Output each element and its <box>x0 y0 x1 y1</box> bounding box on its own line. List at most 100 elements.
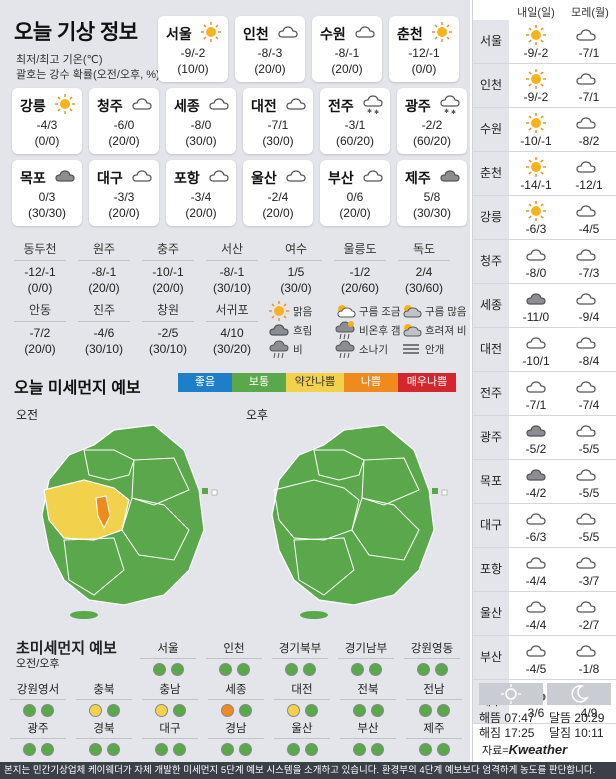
forecast-city: 세종 <box>473 284 509 327</box>
city-precip: (20/0) <box>262 206 294 220</box>
small-city-temp: -7/2 <box>29 326 51 340</box>
small-city-precip: (30/10) <box>212 281 252 295</box>
city-name: 세종 <box>174 98 200 114</box>
small-city-precip: (30/60) <box>404 281 444 295</box>
small-city-name: 서산 <box>206 240 258 261</box>
small-city: 창원 -2/5 (30/10) <box>136 301 200 356</box>
cloud-icon <box>576 205 596 217</box>
city-temp: -12/-1 <box>408 46 440 60</box>
dayafter-temp: -1/8 <box>578 662 600 676</box>
cloud-icon <box>209 170 229 182</box>
forecast-row: 서울 -9/-2 -7/1 <box>473 20 616 64</box>
region-name: 경기남부 <box>338 640 394 659</box>
city-temp: -3/4 <box>190 190 212 204</box>
city-temp: -2/4 <box>267 190 289 204</box>
cloud-icon <box>286 98 306 110</box>
region-name: 대전 <box>274 681 330 700</box>
fine-dust-region: 인천 <box>202 640 266 676</box>
dayafter-temp: -4/5 <box>578 222 600 236</box>
am-grade-dot <box>352 704 366 717</box>
fine-dust-region: 부산 <box>336 720 400 756</box>
fine-dust-region: 경기남부 <box>334 640 398 676</box>
city-precip: (20/0) <box>185 206 217 220</box>
forecast-row: 세종 -11/0 -9/4 <box>473 284 616 328</box>
am-grade-dot <box>286 743 300 756</box>
rainsun-icon <box>335 321 355 340</box>
city-precip: (30/0) <box>262 134 294 148</box>
sun-icon <box>526 69 546 89</box>
city-name: 청주 <box>97 98 123 114</box>
city-precip: (0/0) <box>34 134 60 148</box>
small-city-temp: 4/10 <box>220 326 244 340</box>
forecast-head-dayafter: 모레(월) <box>571 7 609 19</box>
am-grade-dot <box>88 743 102 756</box>
sun-icon <box>526 201 546 221</box>
region-name: 인천 <box>206 640 262 659</box>
city-name: 포항 <box>174 170 200 186</box>
am-grade-dot <box>154 704 168 717</box>
city-temp: 5/8 <box>423 190 441 204</box>
snow-icon: ✱ ✱ <box>440 95 460 116</box>
fine-dust-region: 서울 <box>136 640 200 676</box>
city-precip: (20/0) <box>339 206 371 220</box>
city-card: 대구 -3/3 (20/0) <box>89 160 159 226</box>
forecast-city: 대전 <box>473 328 509 371</box>
am-grade-dot <box>22 743 36 756</box>
pm-grade-dot <box>304 743 318 756</box>
city-name: 수원 <box>320 26 346 42</box>
fine-dust-region: 전남 <box>402 681 466 717</box>
fine-dust-region: 광주 <box>6 720 70 756</box>
tomorrow-temp: -10/-1 <box>520 134 552 148</box>
fine-dust-region: 강원영동 <box>400 640 464 676</box>
city-name: 목포 <box>20 170 46 186</box>
city-precip: (0/0) <box>411 62 437 76</box>
small-city: 충주 -10/-1 (20/0) <box>136 240 200 295</box>
city-name: 강릉 <box>20 98 46 114</box>
city-precip: (60/20) <box>335 134 375 148</box>
fine-dust-region: 강원영서 <box>6 681 70 717</box>
forecast-row: 강릉 -6/3 -4/5 <box>473 196 616 240</box>
am-label: 오전 <box>16 408 39 422</box>
temp-caption: 최저/최고 기온(℃) <box>16 54 103 66</box>
small-city-name: 서귀포 <box>206 301 258 322</box>
sun-icon <box>201 22 221 42</box>
sunset-text: 해짐 17:25 <box>479 726 535 740</box>
fine-dust-sub: 오전/오후 <box>16 658 60 670</box>
legend-item: 소나기 <box>334 339 388 359</box>
legend-label: 비온후 갬 <box>359 324 401 337</box>
small-city-temp: -4/6 <box>93 326 115 340</box>
region-name: 전남 <box>406 681 462 700</box>
cloud-icon <box>576 337 596 349</box>
dayafter-temp: -9/4 <box>578 310 600 324</box>
cloud-icon <box>576 513 596 525</box>
forecast-city: 수원 <box>473 108 509 151</box>
source-prefix: 자료= <box>482 745 509 757</box>
pm-grade-dot <box>40 743 54 756</box>
city-precip: (30/30) <box>27 206 67 220</box>
tomorrow-temp: -9/-2 <box>523 90 549 104</box>
forecast-city: 부산 <box>473 636 509 679</box>
city-card: 목포 0/3 (30/30) <box>12 160 82 226</box>
main-panel: 오늘 기상 정보 최저/최고 기온(℃) 괄호는 강수 확률(오전/오후, %)… <box>0 0 470 762</box>
cloud-icon <box>526 601 546 613</box>
cloud-icon <box>526 249 546 261</box>
city-name: 대전 <box>251 98 277 114</box>
small-city: 독도 2/4 (30/60) <box>392 240 456 295</box>
region-name: 충남 <box>142 681 198 700</box>
darkcloud-icon <box>440 170 460 182</box>
fine-dust-region: 전북 <box>336 681 400 717</box>
dust-grade: 약간나쁨 <box>286 373 344 392</box>
small-city-precip: (20/0) <box>88 281 120 295</box>
source-brand: Kweather <box>508 742 568 757</box>
tomorrow-temp: -4/4 <box>525 618 547 632</box>
cloud-icon <box>576 645 596 657</box>
svg-text:✱: ✱ <box>367 108 372 114</box>
forecast-row: 전주 -7/1 -7/4 <box>473 372 616 416</box>
city-precip: (20/0) <box>108 134 140 148</box>
tomorrow-temp: -7/1 <box>525 398 547 412</box>
dayafter-temp: -5/5 <box>578 442 600 456</box>
city-card: 수원 -8/-1 (20/0) <box>312 16 382 82</box>
pm-grade-dot <box>238 704 252 717</box>
city-precip: (30/0) <box>185 134 217 148</box>
legend-label: 안개 <box>425 343 445 356</box>
